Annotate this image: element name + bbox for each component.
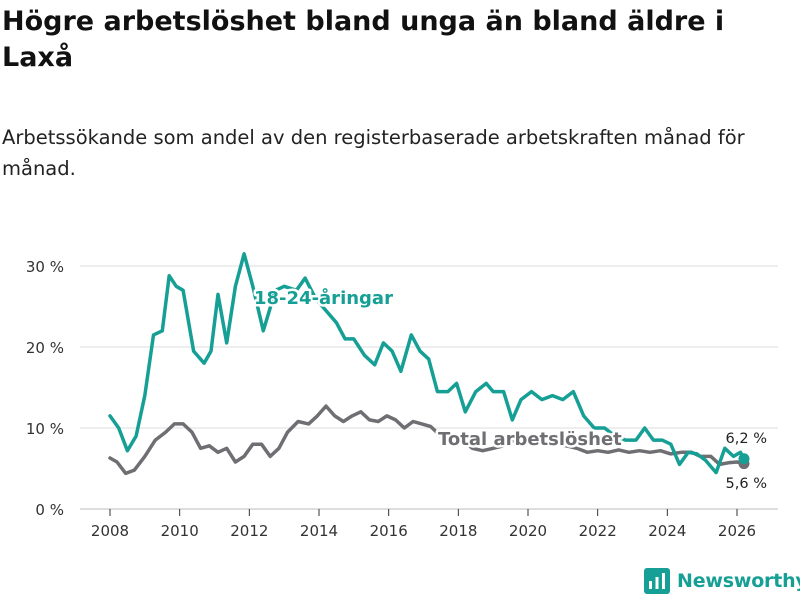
youth-end-value-label: 6,2 % — [726, 431, 767, 447]
newsworthy-logo: Newsworthy — [644, 568, 800, 594]
newsworthy-logo-icon — [644, 568, 670, 594]
series-labels: 18-24-åringar Total arbetslöshet 6,2 % 5,6 … — [252, 285, 770, 495]
x-tick-label: 2024 — [648, 522, 686, 540]
y-tick-label: 20 % — [26, 339, 64, 357]
x-tick-label: 2010 — [161, 522, 199, 540]
youth-series-line — [108, 252, 746, 475]
x-tick-label: 2026 — [718, 522, 756, 540]
y-tick-label: 0 % — [35, 501, 64, 519]
x-tick-label: 2012 — [230, 522, 268, 540]
youth-end-dot — [738, 453, 750, 465]
grid-lines — [80, 265, 778, 510]
x-tick-label: 2020 — [509, 522, 547, 540]
y-tick-label: 30 % — [26, 258, 64, 276]
x-tick-label: 2022 — [579, 522, 617, 540]
chart-title: Högre arbetslöshet bland unga än bland ä… — [2, 6, 725, 73]
x-tick-label: 2008 — [91, 522, 129, 540]
youth-series-label: 18-24-åringar — [254, 287, 393, 309]
series-lines — [108, 252, 750, 476]
x-tick-label: 2014 — [300, 522, 338, 540]
chart-subtitle: Arbetssökande som andel av den registerb… — [2, 126, 745, 180]
total-series-line — [108, 404, 746, 476]
newsworthy-logo-text: Newsworthy — [677, 570, 800, 592]
x-tick-label: 2018 — [439, 522, 477, 540]
y-tick-label: 10 % — [26, 420, 64, 438]
total-series-label: Total arbetslöshet — [438, 429, 622, 450]
total-end-value-label: 5,6 % — [726, 476, 767, 492]
y-axis: 0 % 10 % 20 % 30 % — [26, 258, 64, 519]
x-axis: 2008 2010 2012 2014 2016 2018 2020 2022 2024 2026 — [91, 509, 756, 540]
x-tick-label: 2016 — [370, 522, 408, 540]
